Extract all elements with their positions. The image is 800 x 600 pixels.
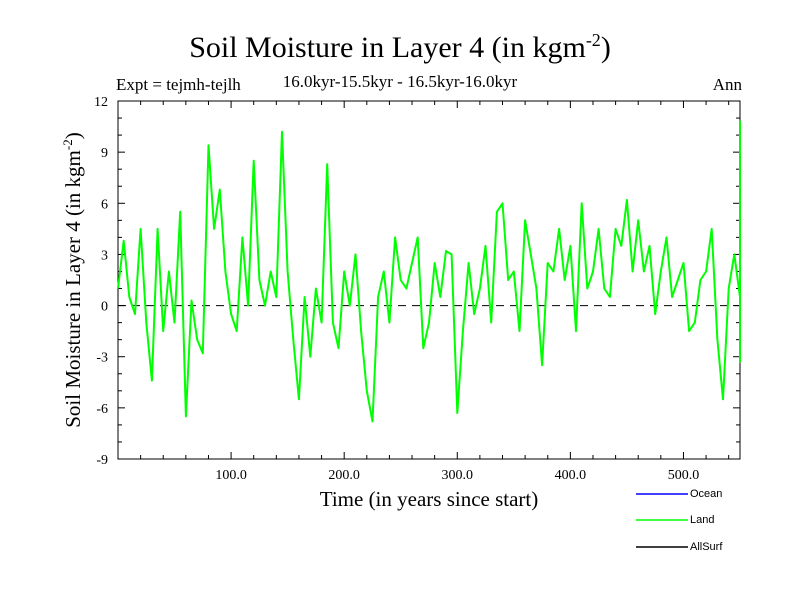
y-tick-label: 12 <box>94 95 108 110</box>
y-tick-label: 0 <box>101 300 108 315</box>
chart-title: Soil Moisture in Layer 4 (in kgm-2) <box>189 30 611 64</box>
y-tick-label: -6 <box>96 402 108 417</box>
plot-area: -9 -6 -3 0 3 6 9 12 100.0 200.0 300.0 400.0 500.0 <box>94 95 741 548</box>
season-label: Ann <box>712 75 742 94</box>
x-tick-label: 500.0 <box>668 468 700 483</box>
x-tick-label: 300.0 <box>442 468 474 483</box>
y-tick-label: -9 <box>96 453 108 468</box>
x-tick-label: 200.0 <box>328 468 360 483</box>
x-tick-label: 400.0 <box>555 468 587 483</box>
legend-label-land: Land <box>690 514 715 526</box>
chart-subtitle: 16.0kyr-15.5kyr - 16.5kyr-16.0kyr <box>282 72 518 91</box>
y-tick-label: -3 <box>96 351 108 366</box>
experiment-label: Expt = tejmh-tejlh <box>116 75 241 94</box>
x-tick-label: 100.0 <box>215 468 247 483</box>
x-axis-label: Time (in years since start) <box>319 487 539 511</box>
legend-label-allsurf: AllSurf <box>690 541 723 553</box>
series-line-land <box>117 120 741 423</box>
y-tick-label: 3 <box>101 248 108 263</box>
legend-label-ocean: Ocean <box>690 488 723 500</box>
plot-frame <box>117 100 741 460</box>
y-tick-label: 6 <box>101 197 108 212</box>
y-tick-label: 9 <box>101 146 108 161</box>
